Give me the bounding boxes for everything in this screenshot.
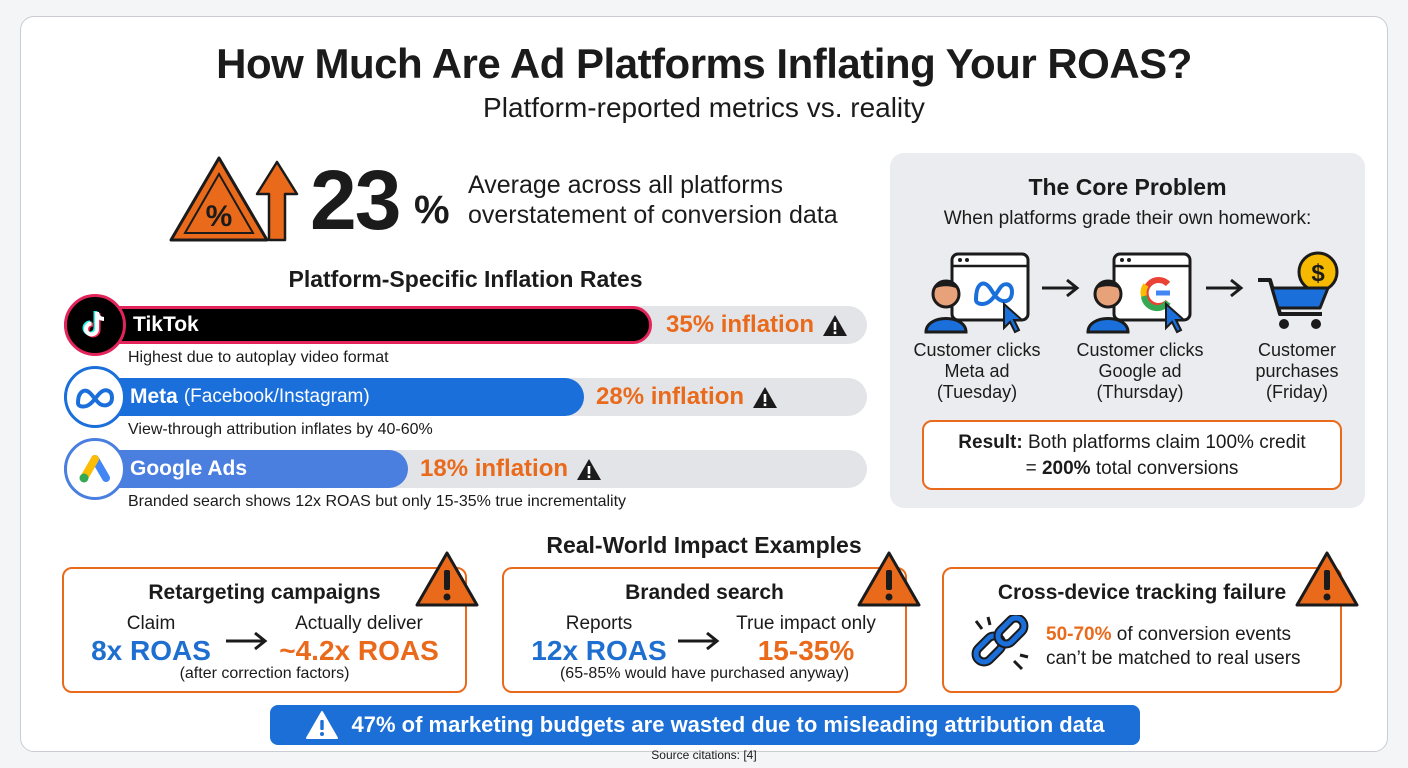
warning-icon [1295, 551, 1359, 607]
page-subtitle: Platform-reported metrics vs. reality [483, 92, 925, 123]
example-retargeting-right-value: ~4.2x ROAS [279, 635, 439, 666]
headline-description: Average across all platforms overstateme… [468, 170, 838, 230]
example-branded-search-left-label: Reports [565, 613, 633, 634]
example-cross-device: Cross-device tracking failure 50-70% of … [942, 567, 1342, 693]
customer-clicks-google-icon [1086, 252, 1192, 334]
meta-label: Meta [130, 385, 178, 408]
example-cross-device-highlight: 50-70% [1046, 624, 1112, 645]
example-branded-search-left-value: 12x ROAS [531, 635, 667, 666]
arrow-right-icon [678, 631, 720, 651]
step-purchase-caption: Customer purchases (Friday) [1222, 340, 1372, 403]
google-ads-label: Google Ads [130, 457, 248, 480]
tiktok-inflation-label: 35% inflation [666, 311, 815, 338]
shopping-cart-dollar-icon: $ [1258, 251, 1339, 329]
google-ads-inflation: 18% inflation [420, 455, 602, 483]
example-retargeting-footnote: (after correction factors) [179, 665, 350, 682]
warning-icon [857, 551, 921, 607]
google-ads-inflation-label: 18% inflation [420, 455, 569, 482]
result-eq: = [1025, 458, 1037, 479]
tiktok-inflation: 35% inflation [666, 311, 848, 339]
example-branded-search: Branded search Reports 12x ROAS True imp… [502, 567, 907, 693]
warning-percent-icon: % [169, 156, 299, 242]
warning-icon [306, 711, 339, 739]
example-retargeting-title: Retargeting campaigns [148, 581, 381, 604]
arrow-right-icon [226, 631, 268, 651]
example-branded-search-title: Branded search [625, 581, 784, 604]
tiktok-bar: TikTok [64, 306, 652, 344]
examples-heading: Real-World Impact Examples [546, 532, 862, 558]
core-problem-subheading: When platforms grade their own homework: [943, 208, 1312, 229]
example-cross-device-line2: can’t be matched to real users [1046, 648, 1301, 669]
meta-note: View-through attribution inflates by 40-… [128, 421, 433, 438]
step-meta-line1: Customer clicks [913, 340, 1041, 360]
step-google-caption: Customer clicks Google ad (Thursday) [1065, 340, 1215, 403]
headline-line2: overstatement of conversion data [468, 201, 838, 229]
summary-banner-text: 47% of marketing budgets are wasted due … [351, 712, 1105, 737]
result-label: Result: [958, 432, 1023, 453]
step-meta-line2: Meta ad [944, 361, 1010, 381]
meta-inflation: 28% inflation [596, 383, 778, 411]
example-branded-search-footnote: (65-85% would have purchased anyway) [559, 665, 850, 682]
svg-text:$: $ [1311, 260, 1325, 287]
result-box: Result: Both platforms claim 100% credit… [922, 420, 1342, 490]
customer-clicks-meta-icon [924, 252, 1030, 334]
tiktok-label: TikTok [133, 313, 199, 336]
step-purchase-line2: purchases [1255, 361, 1339, 381]
headline-unit: % [414, 188, 450, 232]
step-google-line2: Google ad [1098, 361, 1182, 381]
headline-value: 23 [310, 153, 401, 247]
meta-icon [64, 366, 126, 428]
meta-inflation-label: 28% inflation [596, 383, 745, 410]
example-retargeting-left-value: 8x ROAS [91, 635, 211, 666]
source-citation: Source citations: [4] [651, 748, 757, 762]
google-ads-note: Branded search shows 12x ROAS but only 1… [128, 493, 627, 510]
step-meta-line3: (Tuesday) [936, 382, 1018, 402]
core-problem-heading: The Core Problem [1028, 174, 1227, 200]
result-text: Both platforms claim 100% credit [1027, 432, 1306, 453]
step-google-line3: (Thursday) [1096, 382, 1184, 402]
warning-icon [415, 551, 479, 607]
step-purchase-line3: (Friday) [1266, 382, 1328, 402]
example-retargeting-right-label: Actually deliver [295, 613, 423, 634]
example-retargeting-left-label: Claim [126, 613, 176, 634]
headline-line1: Average across all platforms [468, 171, 783, 199]
tiktok-icon [64, 294, 126, 356]
result-bold: 200% [1041, 458, 1091, 479]
step-google-line1: Customer clicks [1076, 340, 1204, 360]
warning-icon [823, 314, 848, 336]
example-cross-device-title: Cross-device tracking failure [997, 581, 1287, 604]
platforms-heading: Platform-Specific Inflation Rates [288, 266, 643, 292]
step-purchase-line1: Customer [1257, 340, 1337, 360]
tiktok-note: Highest due to autoplay video format [128, 349, 389, 366]
warning-icon [577, 458, 602, 480]
meta-detail: (Facebook/Instagram) [183, 386, 370, 407]
arrow-right-icon [1042, 278, 1080, 298]
warning-icon [753, 386, 778, 408]
example-cross-device-line1: of conversion events [1116, 624, 1292, 645]
meta-bar: Meta (Facebook/Instagram) [64, 378, 584, 416]
arrow-right-icon [1206, 278, 1244, 298]
example-branded-search-right-value: 15-35% [757, 635, 855, 666]
page-title: How Much Are Ad Platforms Inflating Your… [216, 40, 1192, 87]
svg-text:%: % [206, 200, 233, 233]
google-ads-icon [64, 438, 126, 500]
broken-link-icon [971, 615, 1029, 671]
example-cross-device-text: 50-70% of conversion events can’t be mat… [1046, 623, 1301, 671]
example-branded-search-right-label: True impact only [736, 613, 876, 634]
result-tail: total conversions [1095, 458, 1239, 479]
summary-banner: 47% of marketing budgets are wasted due … [270, 705, 1140, 745]
example-retargeting: Retargeting campaigns Claim 8x ROAS Actu… [62, 567, 467, 693]
step-meta-caption: Customer clicks Meta ad (Tuesday) [902, 340, 1052, 403]
